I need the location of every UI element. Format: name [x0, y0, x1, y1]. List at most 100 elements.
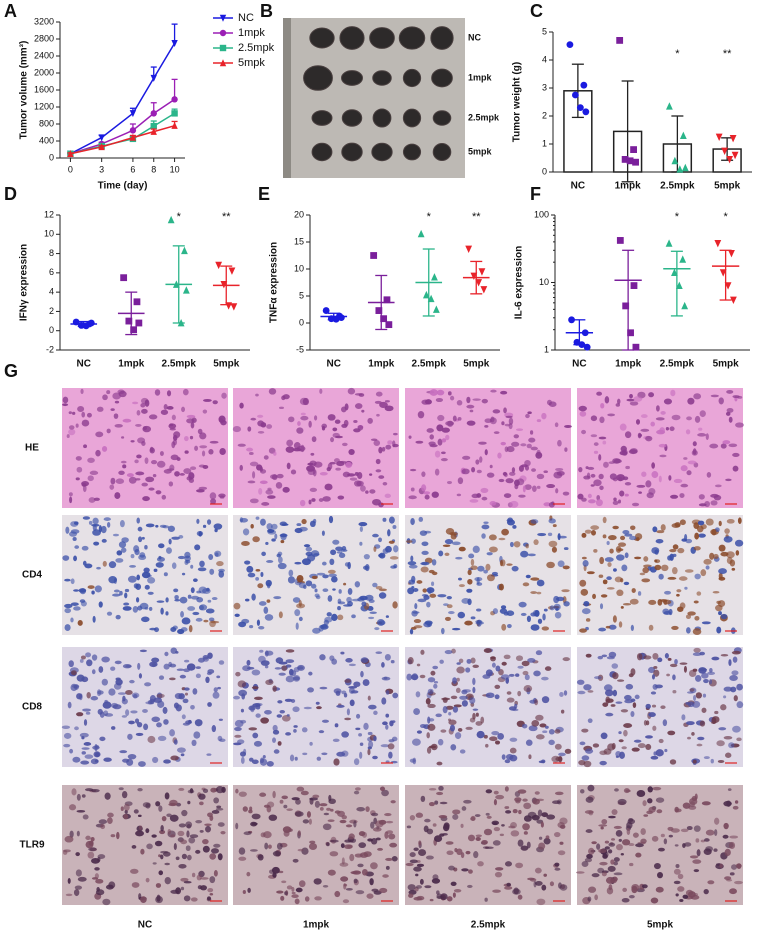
- cell: [293, 442, 301, 450]
- cell: [363, 565, 369, 570]
- cell: [563, 547, 569, 551]
- cell: [638, 433, 643, 437]
- cell: [685, 701, 690, 705]
- cell: [208, 553, 214, 560]
- cell: [340, 876, 349, 882]
- cell: [438, 785, 444, 791]
- cell: [734, 880, 743, 885]
- cell: [456, 677, 460, 682]
- cell: [163, 759, 171, 764]
- cell: [693, 393, 702, 400]
- cell: [580, 789, 585, 794]
- cell: [207, 702, 212, 707]
- cell: [484, 418, 492, 424]
- marker: [478, 268, 486, 276]
- cell: [621, 839, 631, 846]
- cell: [485, 846, 494, 849]
- cell: [457, 477, 464, 485]
- y-tick-label: 1: [544, 344, 549, 354]
- cell: [590, 473, 596, 478]
- cell: [620, 709, 629, 713]
- micrograph-bg: [577, 647, 743, 767]
- cell: [605, 876, 615, 884]
- cell: [330, 437, 335, 443]
- marker: [576, 104, 584, 111]
- y-tick-label: 2400: [34, 50, 54, 60]
- x-tick-label: 10: [170, 164, 180, 174]
- marker: [726, 156, 734, 164]
- y-tick-label: 0: [542, 166, 547, 176]
- cell: [118, 390, 127, 398]
- cell: [430, 743, 438, 751]
- cell: [472, 664, 479, 669]
- cell: [687, 460, 697, 465]
- marker: [129, 133, 137, 141]
- cell: [100, 525, 107, 534]
- cell: [651, 835, 659, 842]
- cell: [259, 792, 267, 797]
- cell: [490, 389, 497, 393]
- cell: [280, 540, 285, 544]
- y-tick-label: 2: [542, 110, 547, 120]
- cell: [709, 443, 719, 449]
- cell: [623, 581, 630, 586]
- cell: [470, 558, 475, 566]
- cell: [68, 804, 77, 811]
- cell: [329, 851, 339, 857]
- cell: [483, 569, 488, 574]
- cell: [316, 706, 322, 710]
- x-tick-label: 1mpk: [615, 181, 642, 192]
- cell: [260, 571, 264, 578]
- cell: [279, 406, 284, 410]
- cell: [322, 884, 329, 888]
- cell: [661, 564, 669, 572]
- cell: [151, 834, 157, 838]
- x-tick-label: 2.5mpk: [660, 181, 695, 192]
- cell: [704, 501, 711, 508]
- cell: [305, 580, 313, 587]
- cell: [173, 843, 177, 850]
- cell: [413, 866, 422, 872]
- tumor: [431, 68, 453, 88]
- marker: [730, 296, 737, 305]
- cell: [356, 807, 366, 812]
- cell: [123, 602, 130, 606]
- cell: [421, 484, 427, 492]
- cell: [131, 845, 137, 849]
- cell: [343, 419, 349, 427]
- cell: [450, 533, 457, 540]
- cell: [345, 887, 353, 891]
- cell: [385, 444, 392, 450]
- y-tick-label: 6: [49, 267, 54, 277]
- cell: [382, 481, 388, 486]
- cell: [147, 591, 154, 595]
- cell: [549, 881, 555, 887]
- cell: [476, 469, 482, 474]
- cell: [332, 427, 338, 432]
- cell: [141, 482, 148, 487]
- cell: [725, 478, 732, 482]
- cell: [599, 861, 608, 866]
- cell: [158, 805, 163, 812]
- cell: [157, 735, 167, 741]
- cell: [431, 581, 435, 587]
- cell: [202, 839, 209, 845]
- cell: [202, 845, 210, 853]
- cell: [640, 828, 646, 835]
- marker: [616, 237, 624, 244]
- cell: [179, 674, 186, 679]
- cell: [183, 668, 190, 673]
- cell: [637, 743, 646, 749]
- cell: [138, 825, 143, 830]
- cell: [127, 754, 137, 760]
- cell: [238, 847, 246, 855]
- cell: [539, 723, 547, 728]
- cell: [581, 497, 587, 502]
- cell: [348, 449, 355, 456]
- x-tick-label: 2.5mpk: [660, 359, 695, 370]
- cell: [101, 656, 110, 663]
- micrograph: [62, 785, 228, 906]
- cell: [506, 691, 512, 695]
- cell: [611, 663, 619, 669]
- cell: [251, 759, 259, 765]
